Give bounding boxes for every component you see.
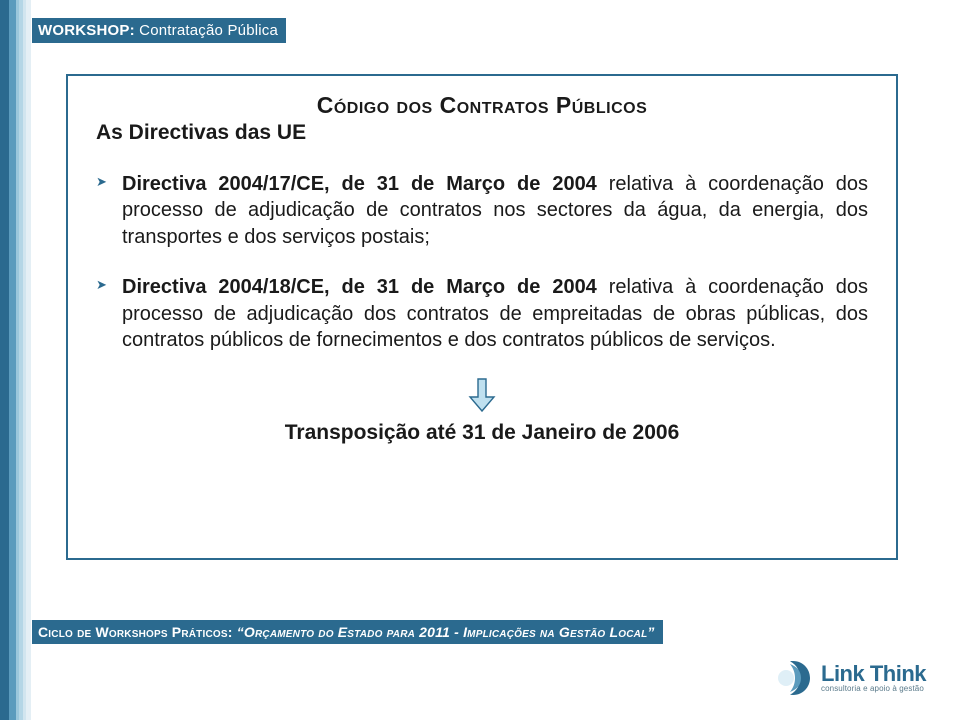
left-decor-stripes	[0, 0, 36, 720]
bullet-lead: Directiva 2004/18/CE, de 31 de Março de …	[122, 276, 597, 298]
box-subtitle: As Directivas das UE	[96, 121, 868, 145]
footer-quote: “Orçamento do Estado para 2011 - Implica…	[237, 624, 655, 640]
bullet-item: Directiva 2004/18/CE, de 31 de Março de …	[96, 274, 868, 353]
header-label-rest: Contratação Pública	[135, 22, 278, 39]
arrow-path	[470, 379, 494, 411]
bullet-list: Directiva 2004/17/CE, de 31 de Março de …	[96, 171, 868, 353]
logo-icon	[773, 658, 813, 698]
logo-text: Link Think consultoria e apoio à gestão	[821, 663, 926, 693]
bullet-lead: Directiva 2004/17/CE, de 31 de Março de …	[122, 173, 597, 195]
header-label: WORKSHOP: Contratação Pública	[32, 18, 286, 43]
title-row: Código dos Contratos Públicos	[96, 92, 868, 119]
transposition-text: Transposição até 31 de Janeiro de 2006	[96, 421, 868, 445]
stripe-4	[23, 0, 31, 720]
bullet-item: Directiva 2004/17/CE, de 31 de Março de …	[96, 171, 868, 250]
logo-tagline: consultoria e apoio à gestão	[821, 685, 926, 693]
content-box: Código dos Contratos Públicos As Directi…	[66, 74, 898, 560]
arrow-down-icon	[468, 377, 496, 413]
header-label-bold: WORKSHOP:	[38, 22, 135, 39]
brand-logo: Link Think consultoria e apoio à gestão	[773, 658, 926, 698]
logo-name: Link Think	[821, 663, 926, 685]
footer-prefix: Ciclo de Workshops Práticos:	[38, 624, 237, 640]
footer-label: Ciclo de Workshops Práticos: “Orçamento …	[32, 620, 663, 644]
box-title: Código dos Contratos Públicos	[317, 92, 648, 118]
